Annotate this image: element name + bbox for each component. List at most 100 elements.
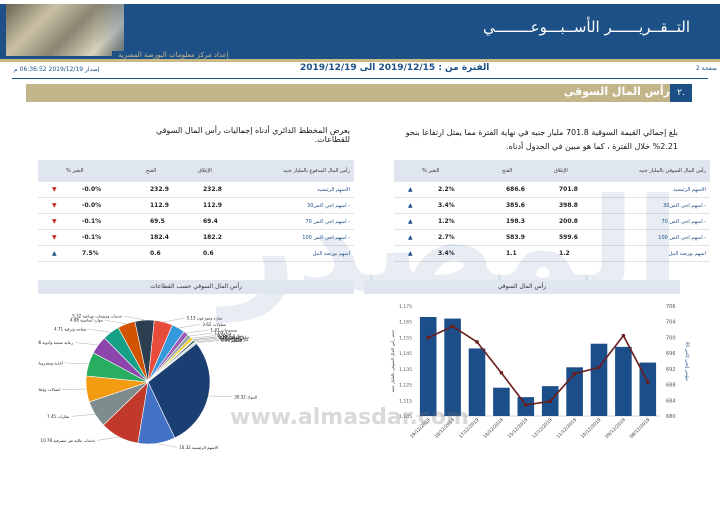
pie-chart-title: رأس المال السوقي حسب القطاعات: [38, 280, 354, 294]
slice-label: 1.41 منسوجات: [211, 327, 238, 332]
change-value: -0.0%: [82, 186, 102, 193]
y2-tick-label: 684: [666, 398, 676, 404]
close-value: 398.8: [559, 202, 578, 209]
header-photo-fade: [96, 4, 186, 56]
slice-label: 7.45 عقارات: [47, 414, 70, 419]
y-tick-label: 1,105: [399, 414, 412, 420]
slice-label: 0.40 التعليم: [221, 338, 242, 343]
change-value: 3.4%: [438, 202, 455, 209]
table-row: - اسهم اجي اكس 70 200.8 198.3 1.2% ▲: [394, 214, 710, 230]
paid-capital-table: رأس المال المدفوع بالمليار جنيه الإغلاق …: [38, 160, 354, 262]
x-tick-label: 08/12/2019: [629, 417, 652, 440]
slice-label: 3.62 مقاولات: [202, 322, 226, 327]
row-label: اسهم بورصة النيل: [312, 251, 350, 257]
leader-line: [104, 319, 127, 325]
y2-tick-label: 706: [666, 304, 676, 310]
market-cap-bar-chart: 1,175 1,165 1,155 1,145 1,135 1,125 1,115 1,105…: [390, 304, 690, 440]
arrow-up-icon: ▲: [408, 186, 413, 193]
close-value: 200.8: [559, 218, 578, 225]
line-point: [621, 333, 626, 338]
leader-line: [194, 338, 218, 342]
slice-label: 4.88 موارد أساسية: [70, 318, 103, 323]
slice-label: 5.32 خدمات ومنتجات صناعية: [72, 314, 123, 319]
y2-tick-label: 696: [666, 351, 676, 357]
change-value: 2.7%: [438, 234, 455, 241]
slice-label: 10.32 الاسهم الرئيسية: [179, 445, 218, 450]
row-label: - اسهم اجي اكس 70: [305, 219, 350, 225]
col-name: رأس المال المدفوع بالمليار جنيه: [283, 168, 350, 174]
market-cap-paragraph: بلغ إجمالي القيمة السوقية 701.8 مليار جن…: [405, 128, 678, 151]
leader-line: [178, 324, 201, 329]
leader-line: [97, 436, 120, 441]
table-row: - اسهم اجي اكس 70 69.4 69.5 -0.1% ▼: [38, 214, 354, 230]
open-value: 232.9: [150, 186, 169, 193]
open-value: 112.9: [150, 202, 169, 209]
leader-line: [64, 362, 89, 365]
arrow-up-icon: ▲: [408, 234, 413, 241]
section-title: رأس المال السوقي: [563, 85, 670, 98]
slice-label: 0.12 مرافق: [219, 335, 240, 340]
line-point: [524, 403, 528, 407]
index-line: [427, 325, 649, 406]
arrow-up-icon: ▲: [408, 218, 413, 225]
bar: [419, 317, 437, 416]
slice-label: 6.62 أغذية ومشروبات: [38, 360, 63, 365]
y-tick-label: 1,115: [399, 398, 412, 404]
open-value: 385.6: [506, 202, 525, 209]
slice-label: 30.32 البنوك: [234, 394, 257, 399]
divider: [12, 78, 708, 79]
period-range: الفترة من : 2019/12/15 الى 2019/12/19: [300, 63, 490, 73]
row-label: - اسهم اجي اكس 100: [302, 235, 350, 241]
table-row: - اسهم اجي اكس30 398.8 385.6 3.4% ▲: [394, 198, 710, 214]
slice-label: 5.06 رعاية صحية وأدوية: [38, 340, 73, 345]
bar: [468, 348, 486, 416]
market-cap-table: رأس المال السوقي بالمليار جنيه الإغلاق ا…: [394, 160, 710, 262]
x-tick-label: 09/12/2019: [604, 417, 627, 440]
arrow-up-icon: ▲: [52, 250, 57, 257]
arrow-down-icon: ▼: [52, 234, 57, 241]
close-value: 0.6: [203, 250, 214, 257]
row-label: - اسهم اجي اكس30: [307, 203, 350, 209]
table-row: - اسهم اجي اكس 100 182.2 182.4 -0.1% ▼: [38, 230, 354, 246]
y2-tick-label: 700: [666, 335, 676, 341]
sector-pie-chart: 30.32 البنوك 10.32 الاسهم الرئيسية 10.78 خ…: [38, 314, 257, 450]
y-tick-label: 1,155: [399, 335, 412, 341]
row-label: - اسهم اجي اكس 100: [658, 235, 706, 241]
report-title: التــقــريــــــر الأســبـــوعــــــــي: [482, 18, 690, 36]
slice-label: 10.78 خدمات مالية غير مصرفية: [41, 438, 96, 443]
y2-tick-label: 704: [666, 320, 676, 326]
leader-line: [191, 335, 215, 339]
line-point: [499, 371, 504, 375]
line-point: [572, 371, 577, 376]
leader-line: [193, 336, 217, 340]
pie-intro-paragraph: يعرض المخطط الدائري أدناه إجماليات رأس ا…: [155, 126, 350, 144]
close-value: 701.8: [559, 186, 578, 193]
leader-line: [71, 414, 96, 417]
y-tick-label: 1,145: [399, 351, 412, 357]
close-value: 232.8: [203, 186, 222, 193]
leader-line: [75, 342, 99, 346]
slice-label: 5.13 تجارة وموزعون: [187, 316, 223, 321]
leader-line: [163, 317, 185, 323]
leader-line: [124, 315, 145, 321]
watermark-logo: المصدر: [221, 170, 680, 322]
slice-label: 1.07 ورق: [214, 331, 231, 336]
table-row: اسهم بورصة النيل 1.2 1.1 3.4% ▲: [394, 246, 710, 262]
change-value: 7.5%: [82, 250, 99, 257]
slice-label: 0.55 كيماويات: [219, 336, 244, 341]
close-value: 182.2: [203, 234, 222, 241]
section-bar: [26, 84, 692, 102]
x-tick-label: 12/12/2019: [531, 417, 554, 440]
table-row: - اسهم اجي اكس 100 599.6 583.9 2.7% ▲: [394, 230, 710, 246]
line-point: [426, 335, 430, 340]
x-tick-label: 15/12/2019: [507, 417, 530, 440]
watermark-url: www.almasdar.com: [230, 405, 469, 430]
page-number: صفحة 2: [696, 65, 717, 72]
leader-line: [196, 340, 220, 344]
slice-label: 7.19 اتصالات وإعلام: [38, 387, 60, 393]
open-value: 69.5: [150, 218, 165, 225]
slice-label: 0.24 غاز وبترول: [220, 337, 248, 342]
bar: [444, 318, 461, 416]
change-value: 1.2%: [438, 218, 455, 225]
row-label: - اسهم اجي اكس 70: [661, 219, 706, 225]
